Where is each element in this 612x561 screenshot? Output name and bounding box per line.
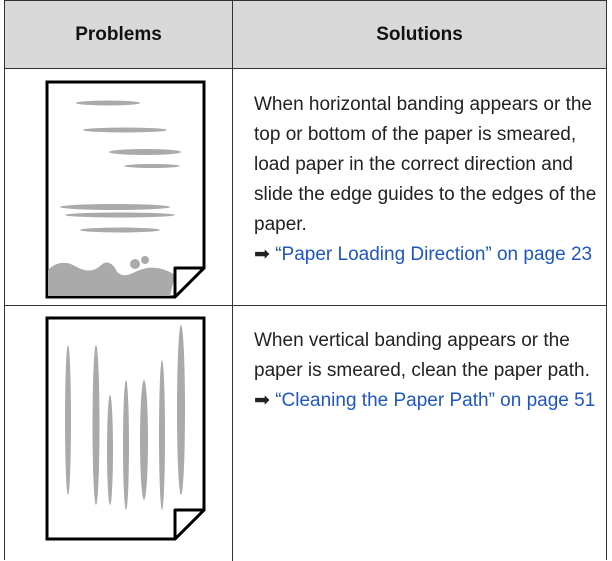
illustration-horizontal-banding bbox=[45, 80, 206, 299]
column-divider bbox=[232, 1, 233, 561]
header-row bbox=[5, 1, 606, 69]
solution-cell: When horizontal banding appears or the t… bbox=[254, 90, 604, 270]
header-cell: Solutions bbox=[376, 24, 463, 45]
reference: ➡ “Paper Loading Direction” on page 23 bbox=[254, 240, 604, 270]
header-cell: Problems bbox=[75, 24, 162, 45]
page: {"table": {"headers": ["Problems", "Solu… bbox=[4, 0, 607, 561]
reference: ➡ “Cleaning the Paper Path” on page 51 bbox=[254, 386, 604, 416]
row-divider bbox=[5, 305, 606, 306]
reference-link[interactable]: “Paper Loading Direction” on page 23 bbox=[275, 244, 593, 265]
solution-cell: When vertical banding appears or the pap… bbox=[254, 326, 604, 416]
reference-link[interactable]: “Cleaning the Paper Path” on page 51 bbox=[275, 390, 596, 411]
illustrations bbox=[45, 80, 206, 541]
arrow-icon: ➡ bbox=[254, 390, 270, 411]
illustration-vertical-banding bbox=[45, 316, 206, 541]
arrow-icon: ➡ bbox=[254, 244, 270, 265]
table: Problems Solutions bbox=[4, 0, 607, 561]
solution-text: When horizontal banding appears or the t… bbox=[254, 94, 597, 235]
solution-text: When vertical banding appears or the pap… bbox=[254, 330, 590, 381]
